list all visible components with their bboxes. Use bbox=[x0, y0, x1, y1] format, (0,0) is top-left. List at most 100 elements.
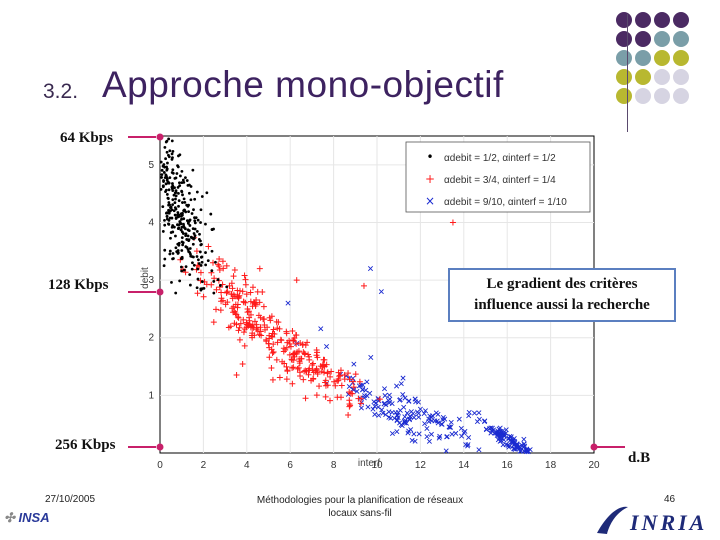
data-point bbox=[241, 272, 248, 279]
data-point bbox=[172, 193, 176, 197]
data-point bbox=[372, 411, 378, 417]
data-point bbox=[187, 239, 191, 242]
data-point bbox=[372, 403, 378, 409]
data-point bbox=[181, 178, 185, 182]
data-point bbox=[523, 449, 529, 455]
data-point bbox=[463, 442, 469, 448]
rate-markers bbox=[128, 133, 625, 451]
data-point bbox=[165, 193, 169, 196]
data-point bbox=[284, 368, 291, 375]
legend-box bbox=[405, 141, 591, 213]
data-point bbox=[188, 251, 192, 254]
data-point bbox=[265, 340, 272, 347]
data-point bbox=[293, 277, 300, 284]
data-point bbox=[168, 176, 172, 180]
y-tick-label: 2 bbox=[148, 333, 154, 344]
rate-label-64: 64 Kbps bbox=[60, 130, 113, 146]
data-point bbox=[356, 383, 362, 389]
data-point bbox=[322, 393, 329, 400]
data-point bbox=[421, 411, 427, 417]
data-point bbox=[186, 222, 190, 225]
data-point bbox=[281, 360, 288, 367]
data-point bbox=[347, 402, 354, 409]
data-point bbox=[483, 426, 489, 432]
data-point bbox=[426, 438, 432, 444]
data-point bbox=[229, 295, 236, 302]
data-point bbox=[188, 218, 192, 222]
decorative-dot bbox=[673, 88, 689, 104]
data-point bbox=[514, 441, 520, 447]
rate-marker-dot bbox=[156, 288, 164, 296]
data-point bbox=[247, 298, 254, 305]
data-point bbox=[283, 363, 290, 370]
data-point bbox=[179, 214, 183, 218]
data-point bbox=[360, 282, 367, 289]
data-point bbox=[267, 317, 274, 324]
data-point bbox=[488, 425, 494, 431]
data-point bbox=[349, 390, 356, 397]
data-point bbox=[296, 360, 303, 367]
data-point bbox=[189, 185, 193, 188]
data-point bbox=[260, 303, 267, 310]
decorative-divider bbox=[627, 14, 628, 132]
data-point bbox=[422, 421, 428, 427]
data-point bbox=[165, 165, 168, 169]
data-point bbox=[249, 284, 256, 291]
data-point bbox=[199, 239, 202, 243]
decorative-dot bbox=[616, 69, 632, 85]
data-point bbox=[352, 371, 359, 378]
data-point bbox=[492, 429, 498, 435]
data-point bbox=[165, 150, 169, 154]
data-point bbox=[365, 404, 371, 410]
data-point bbox=[177, 199, 181, 203]
decorative-dot bbox=[635, 31, 651, 47]
data-point bbox=[195, 255, 199, 258]
data-point bbox=[297, 372, 304, 379]
data-point bbox=[386, 400, 392, 406]
data-point bbox=[182, 180, 186, 184]
data-point bbox=[417, 406, 423, 412]
legend-label: αdebit = 9/10, αinterf = 1/10 bbox=[444, 197, 567, 208]
data-point bbox=[161, 230, 165, 233]
data-point bbox=[182, 268, 186, 272]
data-point bbox=[309, 367, 316, 374]
data-point bbox=[448, 419, 454, 425]
data-point bbox=[186, 183, 190, 187]
data-point bbox=[247, 311, 254, 318]
data-point bbox=[363, 387, 369, 393]
data-point bbox=[301, 350, 308, 357]
data-point bbox=[269, 330, 276, 337]
data-point bbox=[400, 391, 406, 398]
y-tick-label: 3 bbox=[148, 275, 154, 286]
decorative-dot bbox=[673, 69, 689, 85]
data-point bbox=[168, 149, 172, 153]
db-unit-label: d.B bbox=[628, 450, 651, 466]
data-point bbox=[171, 203, 175, 207]
data-point bbox=[294, 365, 301, 372]
data-point bbox=[462, 428, 468, 434]
data-point bbox=[443, 448, 449, 454]
data-point bbox=[176, 165, 180, 169]
y-axis-label: debit bbox=[140, 267, 151, 289]
data-point bbox=[181, 243, 185, 247]
data-point bbox=[506, 444, 512, 450]
data-point bbox=[177, 223, 181, 227]
data-point bbox=[306, 356, 313, 363]
data-point bbox=[213, 306, 220, 313]
decorative-dot bbox=[654, 31, 670, 47]
data-point bbox=[173, 191, 177, 195]
data-point bbox=[188, 273, 192, 277]
db-marker-dot bbox=[590, 443, 598, 451]
data-point bbox=[203, 281, 210, 288]
data-point bbox=[310, 375, 317, 382]
data-point bbox=[179, 265, 183, 269]
data-point bbox=[216, 256, 223, 263]
data-point bbox=[180, 225, 184, 229]
data-point bbox=[168, 216, 172, 220]
data-point bbox=[193, 234, 197, 238]
data-point bbox=[176, 251, 180, 255]
data-point bbox=[193, 221, 197, 225]
data-point bbox=[289, 328, 296, 335]
data-point bbox=[191, 261, 194, 265]
data-point bbox=[290, 357, 297, 364]
